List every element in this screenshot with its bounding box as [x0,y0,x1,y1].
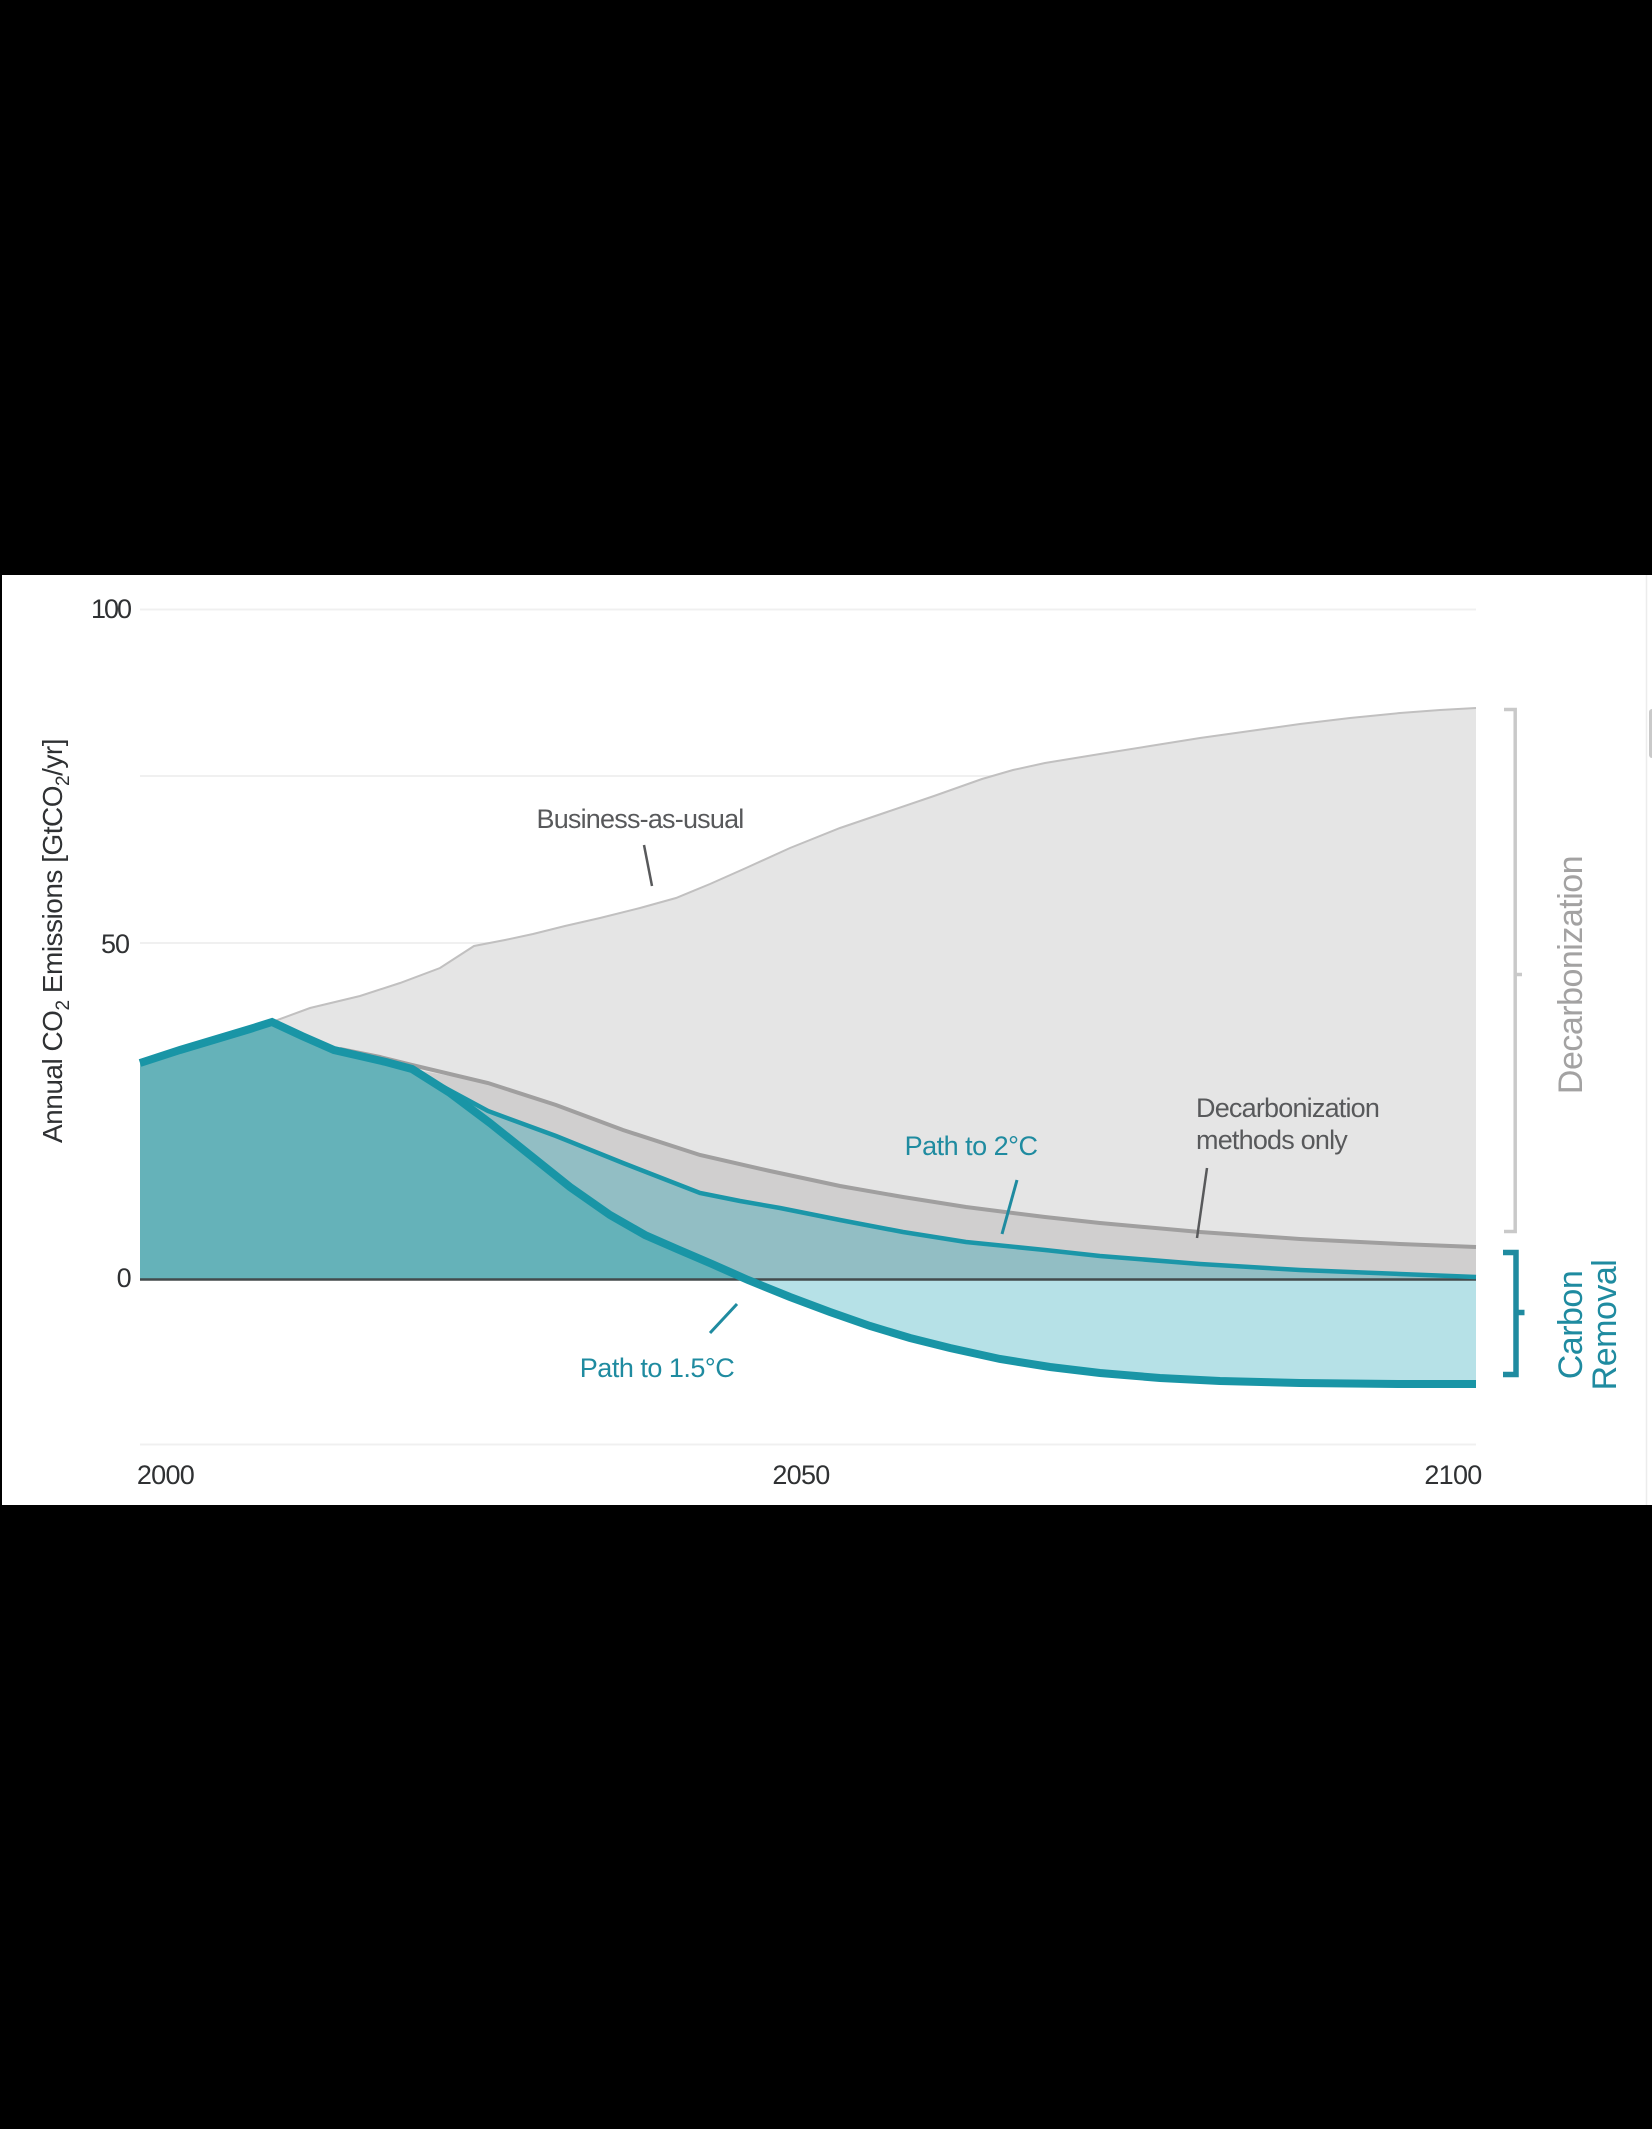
svg-text:0: 0 [117,1263,131,1293]
svg-text:100: 100 [91,594,131,624]
svg-text:Decarbonization: Decarbonization [1552,856,1590,1094]
svg-text:50: 50 [101,929,129,959]
svg-text:Decarbonization: Decarbonization [1196,1093,1379,1123]
svg-text:Removal: Removal [1586,1260,1624,1391]
svg-text:Business-as-usual: Business-as-usual [536,804,743,834]
svg-text:Annual CO2 Emissions [GtCO2/yr: Annual CO2 Emissions [GtCO2/yr] [37,739,74,1143]
svg-text:Path to 1.5°C: Path to 1.5°C [580,1353,734,1383]
svg-text:2050: 2050 [772,1460,829,1490]
svg-text:2100: 2100 [1424,1460,1481,1490]
svg-text:Path to 2°C: Path to 2°C [905,1131,1038,1161]
svg-text:Carbon: Carbon [1552,1271,1590,1380]
svg-text:2000: 2000 [137,1460,194,1490]
svg-text:methods only: methods only [1196,1125,1348,1155]
